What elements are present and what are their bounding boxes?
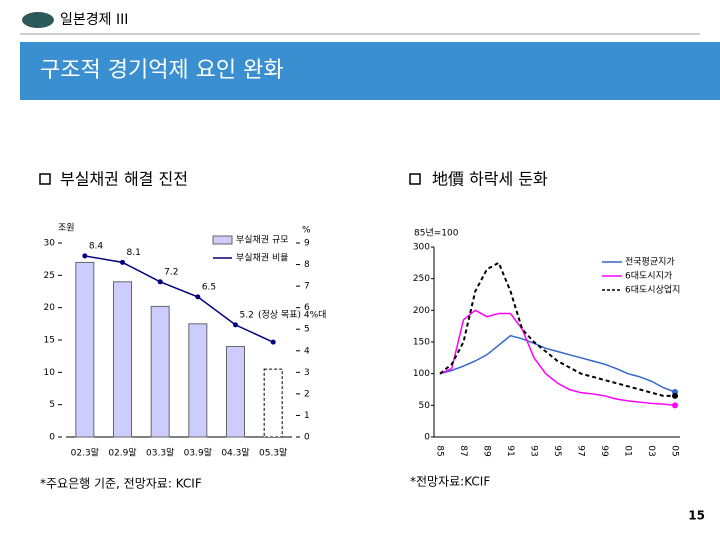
chart-title: 부실채권 해결 진전: [60, 170, 188, 189]
line-marker: [157, 279, 163, 285]
x-tick-label: 87: [458, 445, 468, 456]
data-label: 8.4: [89, 241, 104, 251]
line-marker: [82, 253, 88, 259]
y2-tick-label: 8: [304, 260, 310, 270]
section-label: 일본경제 III: [60, 12, 128, 28]
y-tick-label: 10: [44, 368, 56, 378]
data-label: 5.2: [240, 310, 254, 320]
end-marker: [672, 392, 678, 399]
y2-tick-label: 2: [304, 389, 310, 399]
y-tick-label: 0: [49, 433, 55, 443]
x-tick-label: 99: [599, 445, 609, 457]
line: [439, 261, 675, 397]
y-tick-label: 150: [413, 338, 430, 348]
annotation: (정상 목표) 4%대: [258, 310, 326, 321]
x-tick-label: 95: [552, 445, 562, 456]
bar: [188, 323, 208, 438]
bar: [75, 261, 95, 438]
y2-tick-label: 6: [304, 303, 310, 313]
y2-tick-label: 4: [304, 346, 310, 356]
legend-swatch: [212, 235, 233, 245]
y2-tick-label: 9: [304, 239, 310, 249]
y-tick-label: 0: [424, 433, 430, 443]
line: [84, 255, 274, 343]
data-label: 8.1: [127, 248, 141, 258]
axis-label: 조원: [58, 223, 75, 234]
y-tick-label: 300: [413, 243, 430, 253]
line-marker: [233, 322, 238, 328]
logo: [22, 12, 54, 28]
y-tick-label: 200: [413, 306, 430, 316]
y2-tick-label: 3: [304, 368, 310, 378]
y2-tick-label: 7: [304, 282, 310, 292]
bar: [150, 305, 170, 438]
x-tick-label: 85: [435, 445, 445, 456]
x-tick-label: 03: [646, 445, 656, 456]
line-marker: [120, 259, 125, 265]
title-band: [20, 42, 720, 100]
y-tick-label: 15: [44, 336, 55, 346]
line-marker: [195, 294, 201, 300]
x-tick-label: 93: [529, 445, 539, 456]
legend-label: 6대도시지가: [625, 271, 672, 282]
x-tick-label: 05.3말: [259, 447, 287, 459]
slide-title: 구조적 경기억제 요인 완화: [40, 58, 284, 83]
y-tick-label: 30: [44, 239, 56, 249]
y-tick-label: 50: [419, 401, 431, 411]
y-tick-label: 100: [413, 369, 430, 379]
x-tick-label: 01: [623, 445, 633, 456]
y-tick-label: 5: [49, 400, 55, 410]
data-label: 6.5: [202, 282, 216, 292]
page-number: 15: [688, 509, 705, 523]
y-tick-label: 250: [413, 274, 430, 284]
y2-tick-label: 5: [304, 325, 310, 335]
bullet-box: [409, 173, 421, 185]
x-tick-label: 97: [576, 445, 586, 456]
y-tick-label: 25: [44, 271, 55, 281]
line: [439, 334, 676, 393]
note: *주요은행 기준, 전망자료: KCIF: [40, 476, 202, 491]
bar: [113, 281, 132, 438]
x-tick-label: 91: [505, 445, 515, 456]
legend-label: 부실채권 비율: [236, 252, 289, 264]
line-marker: [270, 339, 276, 345]
axis-label: %: [302, 226, 311, 236]
x-tick-label: 02.9말: [108, 447, 136, 459]
x-tick-label: 03.9말: [184, 447, 212, 459]
x-tick-label: 02.3말: [71, 447, 99, 459]
data-label: 7.2: [164, 267, 178, 277]
legend-label: 전국평균지가: [625, 257, 675, 268]
legend-label: 6대도시상업지: [625, 285, 680, 296]
x-tick-label: 03.3말: [146, 447, 174, 459]
chart-title: 地價 하락세 둔화: [432, 170, 548, 189]
x-tick-label: 04.3말: [221, 447, 249, 459]
x-tick-label: 89: [482, 445, 492, 457]
bar: [263, 368, 283, 438]
end-marker: [672, 402, 678, 409]
line: [439, 309, 676, 407]
x-tick-label: 05: [670, 445, 680, 456]
bullet-box: [39, 173, 51, 185]
y2-tick-label: 0: [304, 433, 310, 443]
y2-tick-label: 1: [304, 411, 310, 421]
axis-label: 85년=100: [414, 228, 459, 239]
y-tick-label: 20: [44, 303, 56, 313]
bar: [226, 345, 245, 438]
note: *전망자료:KCIF: [410, 475, 490, 489]
legend-label: 부실채권 규모: [236, 234, 289, 246]
